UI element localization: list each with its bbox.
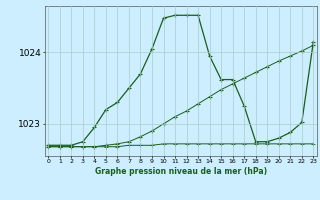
- X-axis label: Graphe pression niveau de la mer (hPa): Graphe pression niveau de la mer (hPa): [95, 167, 267, 176]
